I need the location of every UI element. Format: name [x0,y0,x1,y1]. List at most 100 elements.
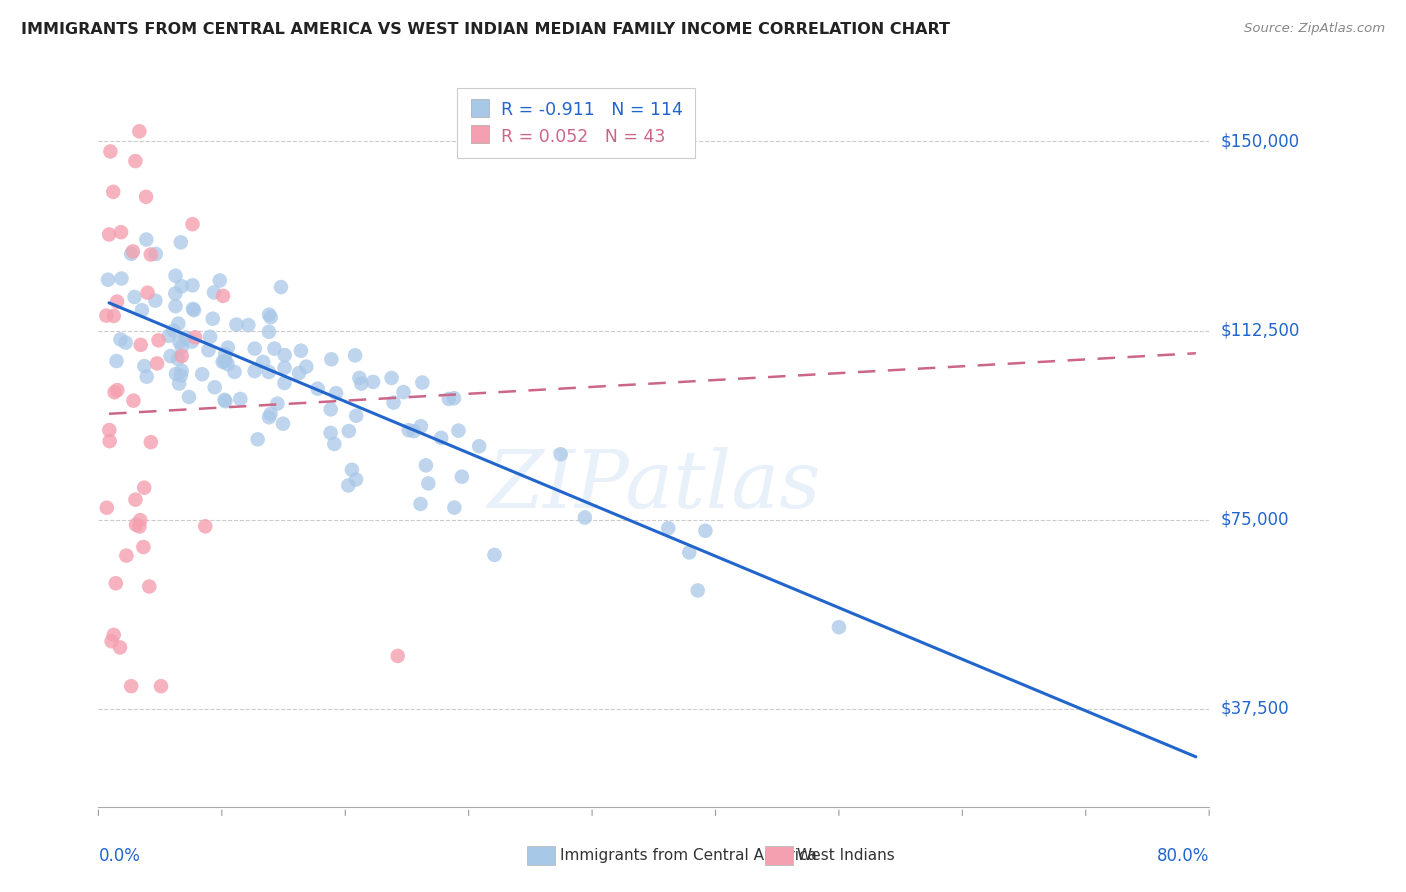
Text: Source: ZipAtlas.com: Source: ZipAtlas.com [1244,22,1385,36]
Point [657,521,679,535]
Point [319,402,342,417]
Point [98,434,121,449]
Point [686,583,709,598]
Point [243,342,266,356]
Point [229,392,252,406]
Point [411,376,433,390]
Point [349,371,371,385]
Point [110,271,132,285]
Point [98,227,121,242]
Point [165,268,187,283]
Point [184,330,207,344]
Point [159,349,181,363]
Point [214,394,236,409]
Point [120,247,142,261]
Point [98,423,121,437]
Point [197,343,219,358]
Point [409,497,432,511]
Point [257,308,280,322]
Point [181,217,204,231]
Text: $112,500: $112,500 [1220,321,1299,340]
Point [337,478,360,492]
Point [191,367,214,381]
Point [678,545,700,559]
Point [104,576,127,591]
Point [437,392,460,406]
Point [274,348,297,362]
Point [263,342,285,356]
Point [387,648,409,663]
Point [145,247,167,261]
Point [243,364,266,378]
Point [350,376,373,391]
Point [96,500,118,515]
Point [340,463,363,477]
Point [695,524,717,538]
Point [170,368,193,383]
Point [181,278,204,293]
Point [266,396,288,410]
Point [323,437,346,451]
Point [344,348,367,362]
Point [217,341,239,355]
Point [828,620,851,634]
Point [145,293,167,308]
Point [181,334,204,349]
Point [100,145,122,159]
Point [257,410,280,425]
Point [103,309,125,323]
Point [124,290,146,304]
Point [103,628,125,642]
Point [128,124,150,138]
Point [125,517,148,532]
Point [122,393,145,408]
Point [167,376,190,391]
Point [273,376,295,390]
Point [146,356,169,370]
Point [103,385,125,400]
Point [129,513,152,527]
Point [212,289,235,303]
Text: $75,000: $75,000 [1220,511,1289,529]
Point [214,392,236,407]
Point [550,447,572,461]
Point [382,395,405,409]
Point [214,353,236,368]
Point [443,500,465,515]
Point [344,409,367,423]
Point [110,225,132,239]
Point [181,301,204,316]
Point [325,386,347,401]
Point [307,382,329,396]
Point [96,309,118,323]
Point [128,519,150,533]
Point [170,340,193,354]
Point [273,360,295,375]
Point [165,367,187,381]
Point [169,334,191,349]
Point [361,375,384,389]
Point [162,324,184,338]
Point [129,338,152,352]
Point [214,354,236,368]
Text: $37,500: $37,500 [1220,700,1289,718]
Point [131,303,153,318]
Point [319,425,342,440]
Point [447,424,470,438]
Point [208,273,231,287]
Point [97,273,120,287]
Point [120,679,142,693]
Text: West Indians: West Indians [797,848,896,863]
Point [110,333,132,347]
Point [132,540,155,554]
Text: Immigrants from Central America: Immigrants from Central America [560,848,817,863]
Point [211,355,233,369]
Point [238,318,260,332]
Point [217,357,239,371]
Point [271,417,294,431]
Point [150,679,173,693]
Point [139,435,162,450]
Point [257,365,280,379]
Point [392,385,415,400]
Point [124,492,146,507]
